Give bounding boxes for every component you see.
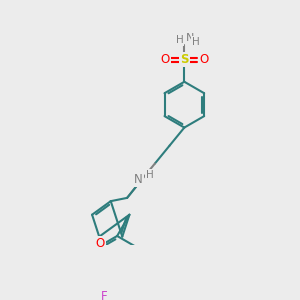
Text: O: O bbox=[199, 53, 208, 66]
Text: N: N bbox=[134, 172, 143, 186]
Text: H: H bbox=[192, 37, 200, 47]
Text: O: O bbox=[160, 53, 169, 66]
Text: F: F bbox=[101, 290, 107, 300]
Text: N: N bbox=[186, 33, 194, 43]
Text: H: H bbox=[146, 170, 154, 180]
Text: S: S bbox=[180, 53, 189, 66]
Text: O: O bbox=[95, 237, 105, 250]
Text: H: H bbox=[176, 35, 183, 45]
